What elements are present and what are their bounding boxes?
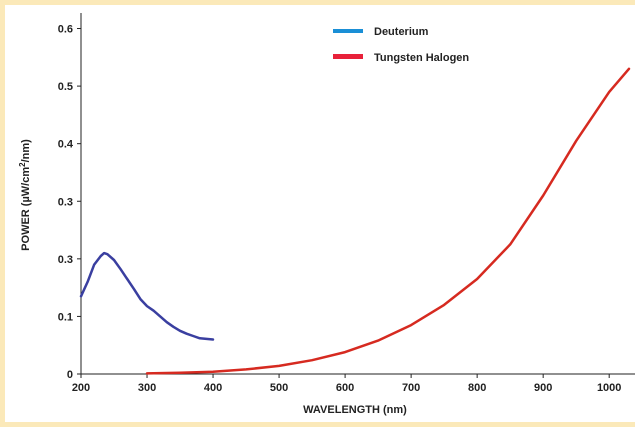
x-tick-label: 600 [336, 382, 354, 394]
x-axis-label: WAVELENGTH (nm) [303, 404, 407, 416]
y-axis-label-suffix: /nm) [20, 139, 32, 163]
chart-panel: 200 300 400 500 600 700 800 900 1000 0 0.1 0.3 0.3 0… [5, 5, 635, 422]
series-layer [79, 67, 631, 375]
x-tick-label: 500 [270, 382, 288, 394]
y-axis-label-prefix: POWER (µW/cm [20, 167, 32, 251]
y-tick-label: 0.3 [58, 196, 73, 208]
chart: 200 300 400 500 600 700 800 900 1000 00.10.30.30… [18, 13, 635, 416]
y-tick-label: 0.5 [58, 81, 73, 93]
y-tick-label: 0.3 [58, 254, 73, 266]
x-tick-label: 200 [72, 382, 90, 394]
series-line-deuterium [79, 251, 215, 341]
y-axis-label: POWER (µW/cm2/nm) [18, 139, 32, 251]
y-tick-label: 0 [67, 369, 73, 381]
y-tick-label: 0.1 [58, 311, 73, 323]
x-tick-label: 800 [468, 382, 486, 394]
series-line-tungsten-halogen [145, 67, 631, 375]
x-tick-label: 900 [534, 382, 552, 394]
x-tick-label: 300 [138, 382, 156, 394]
x-ticks: 200 300 400 500 600 700 800 900 1000 [72, 374, 621, 394]
y-axis-label-superscript: 2 [18, 162, 27, 167]
legend-swatch-tungsten-halogen [333, 54, 363, 59]
x-tick-label: 400 [204, 382, 222, 394]
legend: Deuterium Tungsten Halogen [333, 26, 469, 64]
y-tick-label: 0.6 [58, 24, 73, 36]
x-tick-label: 700 [402, 382, 420, 394]
y-tick-label: 0.4 [58, 139, 74, 151]
legend-label-tungsten-halogen: Tungsten Halogen [374, 52, 469, 64]
legend-label-deuterium: Deuterium [374, 26, 429, 38]
x-tick-label: 1000 [597, 382, 621, 394]
legend-swatch-deuterium [333, 29, 363, 33]
y-ticks: 0 0.1 0.3 0.3 0.4 0.5 0.6 [58, 24, 81, 381]
